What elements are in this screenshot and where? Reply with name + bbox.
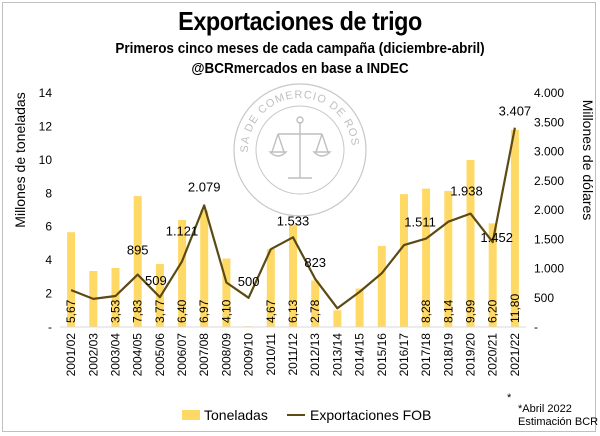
bar-label-2021/22: 11,80 [508,294,522,323]
bar-2001/02 [67,232,76,327]
bar-2003/04 [111,268,120,327]
y-left-tick-4: 4 [45,253,52,267]
y-right-tick-4000: 4.000 [534,86,564,100]
y-left-tick-14: 14 [39,86,53,100]
bar-2004/05 [133,196,142,327]
bar-label-2005/06: 3,77 [153,299,167,323]
legend-label-fob: Exportaciones FOB [310,407,431,423]
bar-2015/16 [377,245,386,327]
legend-label-toneladas: Toneladas [204,407,268,423]
y-left-tick-6: 6 [45,220,52,234]
estimate-star: * [507,392,512,404]
bar-label-2010/11: 4,67 [264,299,278,323]
y-left-tick-10: 10 [39,153,53,167]
y-right-tick-0: - [534,320,538,334]
bar-2021/22 [510,129,519,327]
line-label-2005/06: 509 [145,273,167,288]
y-left-tick-0: - [48,320,52,334]
bar-2006/07 [178,220,187,327]
line-label-2012/13: 823 [304,255,326,270]
line-label-2004/05: 895 [127,243,149,258]
bar-label-2011/12: 6,13 [286,299,300,323]
x-tick-2021/22: 2021/22 [508,333,522,377]
x-tick-2016/17: 2016/17 [397,333,411,377]
chart-title: Exportaciones de trigo [178,6,422,36]
line-label-2007/08: 2.079 [188,179,221,194]
chart-source: @BCRmercados en base a INDEC [191,60,409,77]
line-label-2021/22: 3.407 [499,104,532,119]
bar-2017/18 [422,188,431,327]
y-left-tick-12: 12 [39,119,53,133]
chart-frame [2,2,596,432]
x-tick-2007/08: 2007/08 [197,333,211,377]
y-left-tick-8: 8 [45,186,52,200]
bar-label-2017/18: 8,28 [419,299,433,323]
bar-2020/21 [488,223,497,327]
x-tick-2003/04: 2003/04 [108,333,122,377]
line-label-2011/12: 1.533 [277,213,310,228]
bar-2007/08 [200,210,209,327]
watermark-text: BOLSA DE COMERCIO DE ROSARIO [0,0,361,153]
bar-2010/11 [266,248,275,327]
x-tick-2020/21: 2020/21 [486,333,500,377]
scales-of-justice-icon [268,116,332,179]
bar-label-2012/13: 2,78 [308,299,322,323]
x-tick-2006/07: 2006/07 [175,333,189,377]
bar-label-2007/08: 6,97 [197,299,211,323]
y-right-tick-2500: 2.500 [534,174,564,188]
bar-2019/20 [466,160,475,327]
bar-label-2008/09: 4,10 [219,299,233,323]
y-right-tick-1500: 1.500 [534,232,564,246]
bar-2014/15 [355,288,364,327]
x-tick-2018/19: 2018/19 [441,333,455,377]
x-tick-2013/14: 2013/14 [330,333,344,377]
bar-label-2003/04: 3,53 [108,299,122,323]
x-tick-2001/02: 2001/02 [64,333,78,377]
watermark-seal: BOLSA DE COMERCIO DE ROSARIO [0,0,367,217]
chart-subtitle: Primeros cinco meses de cada campaña (di… [115,40,485,57]
x-tick-2019/20: 2019/20 [464,333,478,377]
line-label-2019/20: 1.938 [450,184,483,199]
y-right-tick-3500: 3.500 [534,115,564,129]
y-left-axis-label: Millones de toneladas [12,92,28,227]
y-right-tick-1000: 1.000 [534,262,564,276]
bar-label-2020/21: 6,20 [486,299,500,323]
x-tick-2014/15: 2014/15 [353,333,367,377]
x-tick-2015/16: 2015/16 [375,333,389,377]
line-label-2009/10: 500 [238,274,260,289]
y-right-tick-2000: 2.000 [534,203,564,217]
bar-label-2006/07: 6,40 [175,299,189,323]
bar-label-2001/02: 5,67 [64,299,78,323]
line-label-2020/21: 1.452 [480,230,513,245]
y-right-tick-500: 500 [534,291,554,305]
line-label-2017/18: 1.511 [404,215,436,230]
bar-label-2004/05: 7,83 [131,299,145,323]
bar-2012/13 [311,280,320,327]
x-tick-2009/10: 2009/10 [242,333,256,377]
bar-2011/12 [289,224,297,327]
bar-2008/09 [222,258,231,327]
y-left-tick-2: 2 [45,287,52,301]
x-tick-2005/06: 2005/06 [153,333,167,377]
bar-2013/14 [333,310,342,327]
x-tick-2010/11: 2010/11 [264,333,278,376]
x-tick-2011/12: 2011/12 [286,333,300,376]
line-label-2006/07: 1.121 [166,223,199,238]
bar-label-2019/20: 9,99 [464,299,478,323]
legend: Toneladas Exportaciones FOB [182,407,431,423]
bar-label-2018/19: 8,14 [441,299,455,323]
x-tick-2012/13: 2012/13 [308,333,322,377]
note-date: *Abril 2022 [518,403,572,415]
bar-2018/19 [444,190,453,327]
y-right-axis-label: Millones de dólares [580,100,596,221]
y-right-tick-3000: 3.000 [534,145,564,159]
note-estimate: Estimación BCR [518,416,598,428]
x-tick-2008/09: 2008/09 [219,333,233,377]
bar-2016/17 [400,194,408,327]
x-tick-2002/03: 2002/03 [86,333,100,377]
x-tick-2017/18: 2017/18 [419,333,433,377]
x-tick-2004/05: 2004/05 [131,333,145,377]
legend-swatch-toneladas [182,410,200,420]
